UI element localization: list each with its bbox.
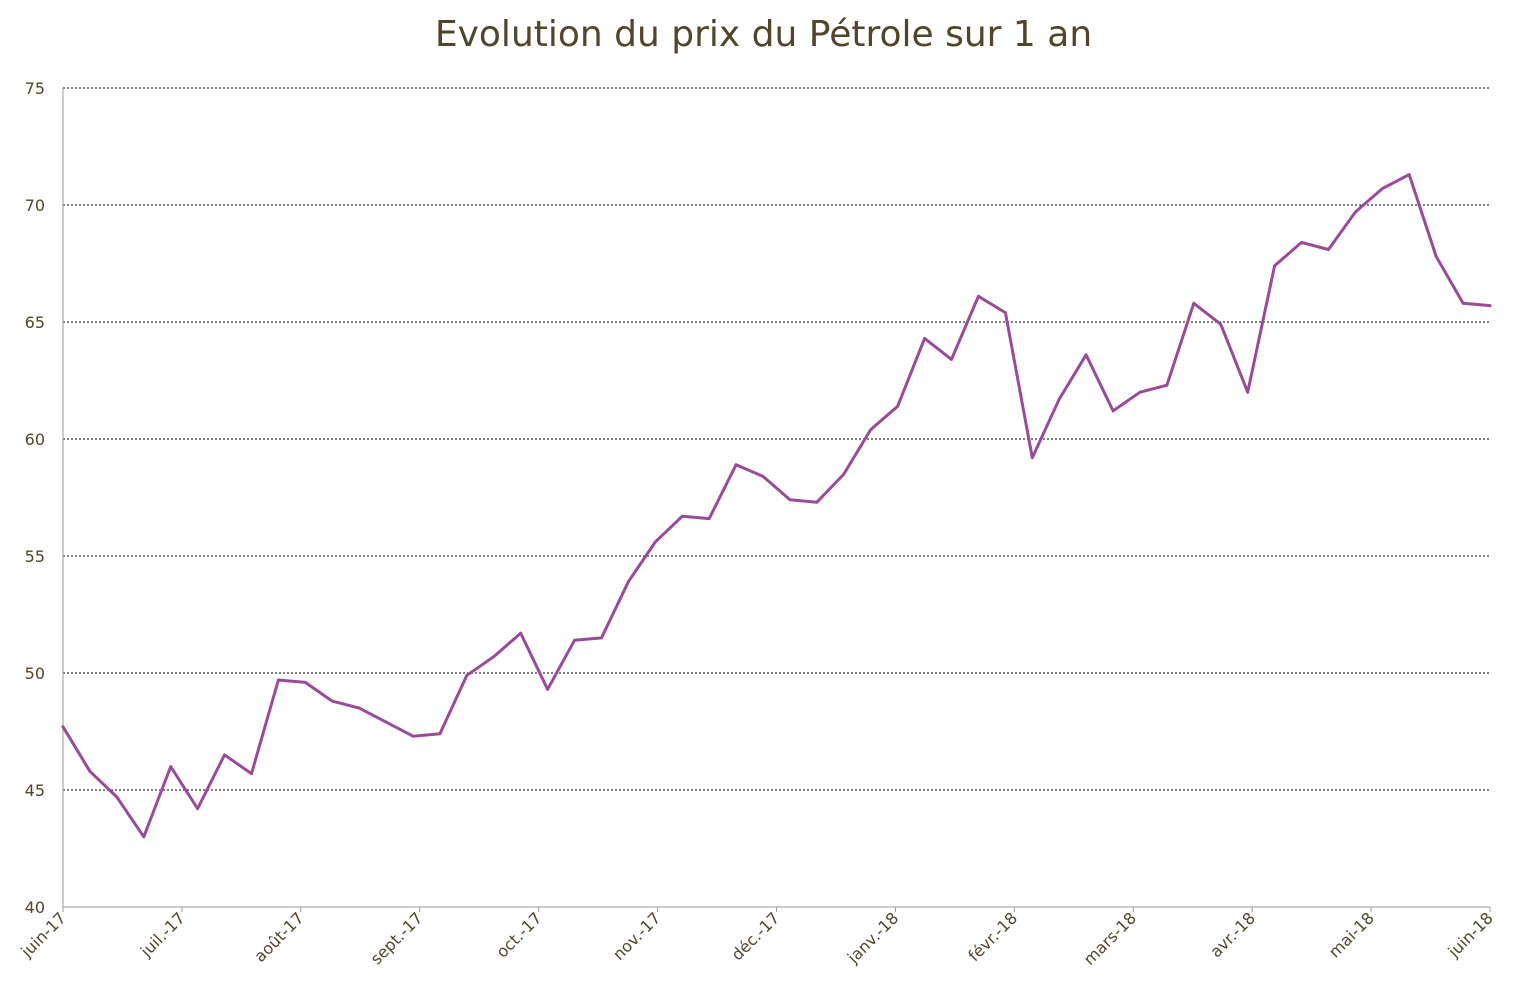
x-tick-label: août-17 (250, 908, 307, 965)
data-point (761, 475, 765, 478)
y-tick-label: 65 (25, 313, 45, 332)
data-point (573, 638, 576, 642)
data-point (1300, 241, 1303, 244)
data-point (842, 472, 846, 476)
data-point (519, 631, 523, 635)
data-point (734, 463, 738, 467)
data-point (492, 655, 496, 658)
data-point (115, 795, 119, 799)
data-point (627, 580, 630, 584)
data-point (384, 720, 388, 724)
data-point (869, 428, 873, 431)
x-tick-label: juil.-17 (136, 908, 189, 961)
x-tick-label: avr.-18 (1206, 908, 1259, 961)
data-point (250, 772, 253, 775)
data-point (1380, 187, 1384, 191)
x-tick-label: févr.-18 (964, 908, 1021, 965)
y-tick-label: 40 (25, 898, 45, 917)
data-point (1111, 409, 1115, 413)
data-point (1219, 322, 1223, 326)
data-point (1407, 173, 1411, 177)
data-point (815, 500, 819, 504)
data-point (411, 734, 415, 738)
data-point (1354, 210, 1357, 214)
x-tick-label: mars-18 (1080, 908, 1140, 968)
data-point (896, 404, 900, 408)
data-point (1192, 301, 1196, 305)
y-tick-label: 75 (25, 79, 45, 98)
y-axis-ticks: 40 45 50 55 60 65 70 75 (25, 79, 45, 917)
data-point (546, 688, 549, 691)
data-point (303, 681, 307, 684)
data-point (169, 765, 173, 768)
x-tick-label: oct.-17 (492, 908, 545, 961)
data-point (465, 673, 469, 677)
data-point (196, 807, 200, 811)
data-point (1273, 264, 1276, 268)
data-point (1327, 248, 1330, 251)
x-tick-label: janv.-18 (843, 908, 902, 967)
data-point (330, 699, 334, 703)
y-tick-label: 55 (25, 547, 45, 566)
axes (62, 88, 1490, 908)
data-point (788, 498, 792, 502)
series-line (61, 173, 1492, 839)
data-point (600, 636, 603, 640)
data-point (950, 358, 953, 361)
series-layer (61, 173, 1492, 839)
data-point (1246, 390, 1250, 394)
y-tick-label: 45 (25, 781, 45, 800)
chart-title: Evolution du prix du Pétrole sur 1 an (434, 14, 1093, 55)
data-point (1434, 255, 1438, 258)
data-point (1138, 390, 1142, 394)
data-point (142, 835, 146, 839)
data-point (923, 337, 926, 340)
data-point (1461, 301, 1465, 305)
x-tick-label: nov.-17 (609, 908, 664, 963)
data-point (707, 517, 711, 520)
data-point (88, 769, 92, 773)
data-point (1004, 311, 1007, 314)
data-point (977, 294, 980, 298)
data-point (61, 725, 65, 729)
y-tick-label: 50 (25, 664, 45, 683)
y-tick-label: 70 (25, 196, 45, 215)
data-point (680, 514, 684, 518)
x-tick-label: mai-18 (1325, 908, 1378, 961)
data-point (277, 678, 280, 682)
data-point (653, 540, 657, 544)
x-axis-ticks: juin-17 juil.-17 août-17 sept.-17 oct.-17 nov… (17, 907, 1497, 969)
data-point (1057, 397, 1061, 401)
y-tick-label: 60 (25, 430, 45, 449)
data-point (223, 753, 226, 757)
x-tick-label: déc.-17 (727, 908, 783, 964)
data-point (1084, 353, 1088, 357)
gridlines (63, 87, 1490, 791)
data-point (1030, 456, 1034, 460)
data-point (1165, 383, 1169, 387)
x-tick-label: juin-18 (1444, 908, 1497, 961)
data-point (1488, 304, 1492, 307)
x-tick-label: sept.-17 (367, 908, 427, 968)
data-point (438, 732, 442, 736)
data-point (357, 706, 361, 710)
